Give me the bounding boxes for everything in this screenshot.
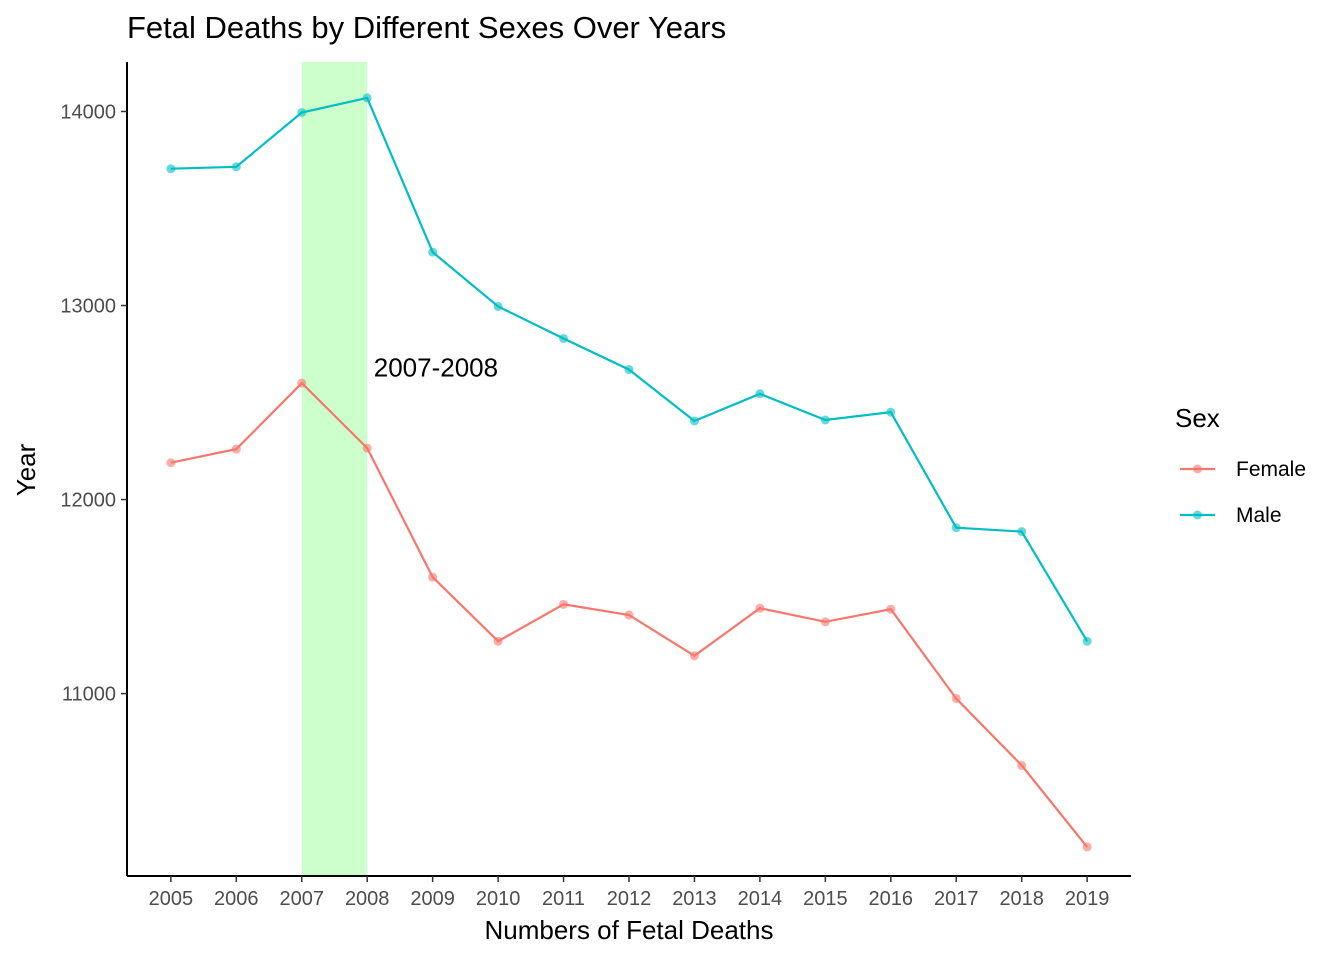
legend-point-female xyxy=(1193,464,1202,474)
x-tick-label-2010: 2010 xyxy=(476,888,521,910)
x-tick-label-2018: 2018 xyxy=(999,888,1044,910)
y-axis-ticks: 11000 12000 13000 14000 xyxy=(60,101,127,706)
point-male-2019 xyxy=(1082,636,1092,646)
x-tick-label-2019: 2019 xyxy=(1065,888,1110,910)
point-female-2011 xyxy=(559,599,569,609)
x-tick-label-2012: 2012 xyxy=(607,888,652,910)
x-tick-label-2011: 2011 xyxy=(542,888,585,910)
x-axis-title: Numbers of Fetal Deaths xyxy=(484,915,773,945)
legend: Sex Female Male xyxy=(1175,403,1306,527)
x-axis-ticks: 2005 2006 2007 2008 2009 2010 2011 2012 2013 2014… xyxy=(149,876,1110,910)
x-tick-label-2014: 2014 xyxy=(738,888,783,910)
point-female-2016 xyxy=(886,604,896,614)
point-female-2006 xyxy=(231,444,241,454)
y-tick-label-11000: 11000 xyxy=(62,684,116,706)
point-female-2005 xyxy=(166,458,176,468)
point-female-2010 xyxy=(493,636,503,646)
point-male-2007 xyxy=(297,107,307,117)
annotation-2007-2008: 2007-2008 xyxy=(374,353,498,383)
point-male-2008 xyxy=(362,93,372,103)
point-female-2019 xyxy=(1082,842,1092,852)
point-male-2016 xyxy=(886,407,896,417)
x-tick-label-2009: 2009 xyxy=(410,888,455,910)
y-axis-title: Year xyxy=(11,443,41,496)
x-tick-label-2005: 2005 xyxy=(149,888,194,910)
series-layer xyxy=(166,93,1092,852)
legend-label-female: Female xyxy=(1236,458,1306,481)
x-tick-label-2006: 2006 xyxy=(214,888,259,910)
point-male-2010 xyxy=(493,301,503,311)
point-male-2017 xyxy=(951,523,961,533)
chart-title: Fetal Deaths by Different Sexes Over Yea… xyxy=(127,10,726,45)
x-tick-label-2016: 2016 xyxy=(869,888,914,910)
point-male-2015 xyxy=(820,415,830,425)
y-tick-label-14000: 14000 xyxy=(60,101,116,123)
point-female-2009 xyxy=(428,572,438,582)
x-tick-label-2017: 2017 xyxy=(934,888,979,910)
point-female-2018 xyxy=(1017,760,1027,770)
point-female-2007 xyxy=(297,378,307,388)
x-tick-label-2013: 2013 xyxy=(672,888,717,910)
point-female-2013 xyxy=(689,651,699,661)
point-female-2014 xyxy=(755,603,765,613)
legend-label-male: Male xyxy=(1236,504,1282,527)
legend-title: Sex xyxy=(1175,403,1220,433)
point-male-2009 xyxy=(428,247,438,257)
point-male-2014 xyxy=(755,389,765,399)
y-tick-label-12000: 12000 xyxy=(60,490,116,512)
point-male-2006 xyxy=(231,162,241,172)
point-female-2017 xyxy=(951,693,961,703)
y-tick-label-13000: 13000 xyxy=(60,296,116,318)
point-female-2012 xyxy=(624,610,634,620)
point-male-2012 xyxy=(624,365,634,375)
highlight-band-2007-2008 xyxy=(301,62,368,876)
point-female-2008 xyxy=(362,443,372,453)
legend-point-male xyxy=(1193,510,1202,520)
point-female-2015 xyxy=(820,617,830,627)
point-male-2018 xyxy=(1017,527,1027,537)
point-male-2011 xyxy=(559,334,569,344)
x-tick-label-2007: 2007 xyxy=(280,888,325,910)
point-male-2005 xyxy=(166,164,176,174)
x-tick-label-2015: 2015 xyxy=(803,888,848,910)
x-tick-label-2008: 2008 xyxy=(345,888,390,910)
point-male-2013 xyxy=(689,416,699,426)
